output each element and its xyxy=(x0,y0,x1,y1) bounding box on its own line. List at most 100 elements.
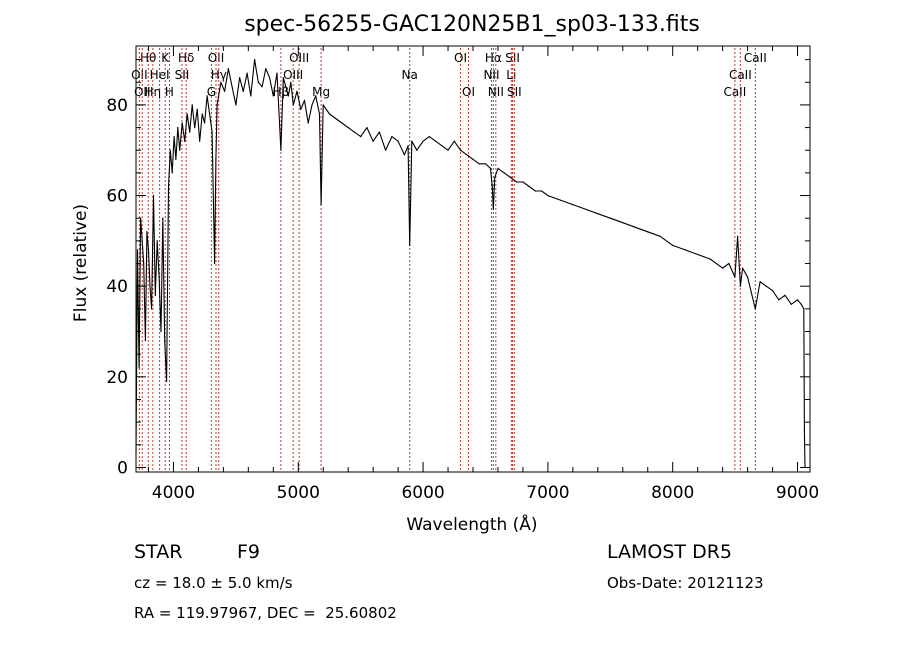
flux-point xyxy=(353,131,355,133)
x-tick-label: 6000 xyxy=(401,483,444,503)
x-axis-label: Wavelength (Å) xyxy=(406,513,537,535)
flux-point xyxy=(503,172,505,174)
flux-point xyxy=(224,90,226,92)
flux-point xyxy=(742,267,744,269)
flux-point xyxy=(541,190,543,192)
flux-point xyxy=(385,149,387,151)
flux-point xyxy=(282,77,284,79)
flux-point xyxy=(162,217,164,219)
flux-point xyxy=(534,190,537,192)
flux-point xyxy=(528,185,530,188)
marker-label: SII xyxy=(505,51,520,65)
marker-label: Hβ xyxy=(273,85,290,99)
flux-point xyxy=(403,154,405,156)
flux-point xyxy=(411,140,413,142)
flux-point xyxy=(265,68,267,70)
flux-point xyxy=(409,244,411,246)
flux-point xyxy=(422,140,424,142)
flux-point xyxy=(320,204,322,206)
flux-point xyxy=(435,140,437,142)
flux-point xyxy=(272,95,274,97)
flux-point xyxy=(559,199,562,201)
flux-point xyxy=(173,136,175,138)
flux-point xyxy=(428,136,430,138)
flux-point xyxy=(254,59,256,61)
flux-point xyxy=(276,72,278,74)
marker-label: G xyxy=(207,85,216,99)
marker-label: Hγ xyxy=(211,68,227,82)
flux-point xyxy=(659,235,661,237)
flux-point xyxy=(497,167,499,169)
y-tick-label: 40 xyxy=(106,277,128,297)
flux-point xyxy=(800,303,802,305)
flux-point xyxy=(728,262,730,265)
flux-point xyxy=(307,122,309,124)
marker-label: OI xyxy=(454,51,467,65)
flux-point xyxy=(472,158,474,160)
flux-point xyxy=(280,149,282,151)
x-axis: 4000 5000 6000 7000 8000 9000 xyxy=(147,46,819,503)
flux-point xyxy=(151,308,153,310)
flux-point xyxy=(214,262,216,265)
marker-label: Hθ xyxy=(140,51,156,65)
flux-point xyxy=(303,99,306,101)
flux-point xyxy=(191,104,193,106)
flux-point xyxy=(778,299,780,301)
x-tick-label: 5000 xyxy=(277,483,320,503)
marker-label: OII xyxy=(134,85,151,99)
flux-point xyxy=(747,276,749,278)
flux-point xyxy=(328,113,331,115)
flux-point xyxy=(171,172,173,174)
flux-point xyxy=(201,113,203,115)
flux-point xyxy=(335,117,337,120)
marker-label: Hα xyxy=(485,51,502,65)
flux-point xyxy=(709,258,711,260)
marker-label: OI xyxy=(462,85,475,99)
flux-point xyxy=(204,122,206,124)
flux-point xyxy=(516,181,518,183)
flux-line xyxy=(135,59,806,468)
marker-label: NII xyxy=(483,68,499,82)
flux-point xyxy=(149,285,151,287)
flux-point xyxy=(584,208,586,210)
marker-label: Mg xyxy=(312,85,330,99)
flux-point xyxy=(739,285,742,287)
flux-point xyxy=(722,267,724,269)
flux-point xyxy=(803,430,806,432)
flux-point xyxy=(231,86,233,88)
flux-point xyxy=(227,68,229,70)
marker-label: SII xyxy=(175,68,190,82)
flux-point xyxy=(647,231,649,233)
y-axis-label: Flux (relative) xyxy=(71,204,91,322)
flux-point xyxy=(257,81,259,83)
flux-point xyxy=(242,90,244,92)
x-tick-label: 7000 xyxy=(526,483,569,503)
flux-point xyxy=(167,185,170,188)
object-class: STAR xyxy=(134,541,183,563)
survey-name: LAMOST DR5 xyxy=(607,541,732,563)
y-tick-label: 80 xyxy=(106,96,128,116)
marker-label: Hη xyxy=(145,85,162,99)
flux-point xyxy=(239,77,241,79)
flux-point xyxy=(250,95,252,97)
flux-point xyxy=(141,240,143,242)
coordinates: RA = 119.97967, DEC = 25.60802 xyxy=(134,604,397,622)
marker-label: HeI xyxy=(150,68,170,82)
flux-point xyxy=(466,154,468,156)
flux-point xyxy=(292,104,294,106)
flux-point xyxy=(186,113,188,115)
flux-point xyxy=(697,253,699,256)
flux-point xyxy=(199,140,201,142)
x-tick-label: 8000 xyxy=(651,483,694,503)
flux-point xyxy=(347,127,349,129)
marker-label: K xyxy=(161,51,170,65)
flux-point xyxy=(158,276,160,278)
flux-point xyxy=(136,249,139,251)
marker-label: CaII xyxy=(744,51,767,65)
flux-point xyxy=(784,294,786,296)
y-tick-label: 0 xyxy=(117,458,128,478)
flux-point xyxy=(634,226,636,228)
flux-point xyxy=(146,231,148,233)
